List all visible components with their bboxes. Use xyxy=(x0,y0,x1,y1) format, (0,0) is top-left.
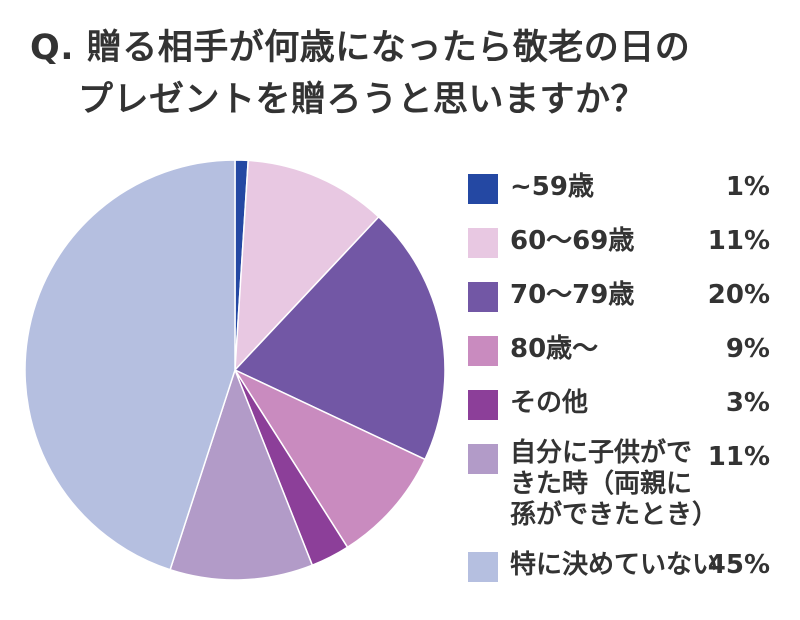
legend-swatch xyxy=(468,228,498,258)
legend: ~59歳 1% 60〜69歳 11% 70〜79歳 20% 80歳〜 9% その… xyxy=(468,168,778,600)
legend-value: 11% xyxy=(707,442,770,472)
legend-value: 11% xyxy=(707,226,770,256)
pie-slice-1 xyxy=(234,159,380,373)
legend-label: 70〜79歳 xyxy=(510,280,635,310)
legend-item: 自分に子供ができた時（両親に孫ができたとき） 11% xyxy=(468,438,778,546)
legend-swatch xyxy=(468,336,498,366)
pie-chart xyxy=(24,159,446,581)
legend-label: その他 xyxy=(510,388,589,418)
legend-item: ~59歳 1% xyxy=(468,168,778,222)
legend-value: 9% xyxy=(725,334,770,364)
legend-item: 60〜69歳 11% xyxy=(468,222,778,276)
legend-swatch xyxy=(468,444,498,474)
legend-value: 45% xyxy=(707,550,770,580)
chart-title-line2: プレゼントを贈ろうと思いますか？ xyxy=(78,80,647,120)
legend-label: 60〜69歳 xyxy=(510,226,635,256)
legend-value: 20% xyxy=(707,280,770,310)
pie-slice-2 xyxy=(233,215,446,461)
legend-label: ~59歳 xyxy=(510,172,594,202)
chart-title: Q. 贈る相手が何歳になったら敬老の日の プレゼントを贈ろうと思いますか？ xyxy=(30,22,790,126)
legend-item: 70〜79歳 20% xyxy=(468,276,778,330)
legend-swatch xyxy=(468,390,498,420)
pie-slice-3 xyxy=(232,368,427,549)
legend-label: 80歳〜 xyxy=(510,334,599,364)
legend-item: 特に決めていない 45% xyxy=(468,546,778,600)
legend-item: その他 3% xyxy=(468,384,778,438)
chart-title-line1: Q. 贈る相手が何歳になったら敬老の日の xyxy=(30,28,691,68)
pie-slice-5 xyxy=(169,367,314,581)
legend-swatch xyxy=(468,282,498,312)
legend-item: 80歳〜 9% xyxy=(468,330,778,384)
legend-label: 自分に子供ができた時（両親に孫ができたとき） xyxy=(510,438,719,530)
legend-value: 1% xyxy=(725,172,770,202)
legend-value: 3% xyxy=(725,388,770,418)
legend-swatch xyxy=(468,552,498,582)
pie-slice-6 xyxy=(24,159,236,571)
legend-label: 特に決めていない xyxy=(510,550,719,580)
legend-swatch xyxy=(468,174,498,204)
